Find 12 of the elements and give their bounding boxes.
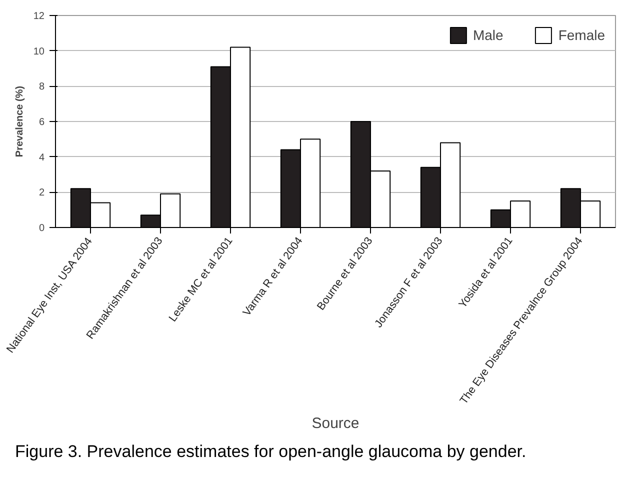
legend-label: Male [472, 27, 504, 43]
y-tick-label: 6 [38, 117, 45, 128]
y-tick-label: 12 [33, 11, 45, 22]
x-axis-title: Source [312, 415, 360, 432]
y-axis-title: Prevalence (%) [14, 86, 26, 158]
caption: Figure 3. Prevalence estimates for open-angle glaucoma by gender. [15, 441, 526, 463]
legend-label: Female [558, 27, 605, 43]
y-tick-label: 0 [38, 223, 45, 234]
y-tick-label: 10 [33, 46, 45, 58]
y-tick-label: 2 [38, 188, 45, 199]
y-tick-label: 4 [38, 152, 45, 164]
y-tick-label: 8 [38, 82, 45, 93]
